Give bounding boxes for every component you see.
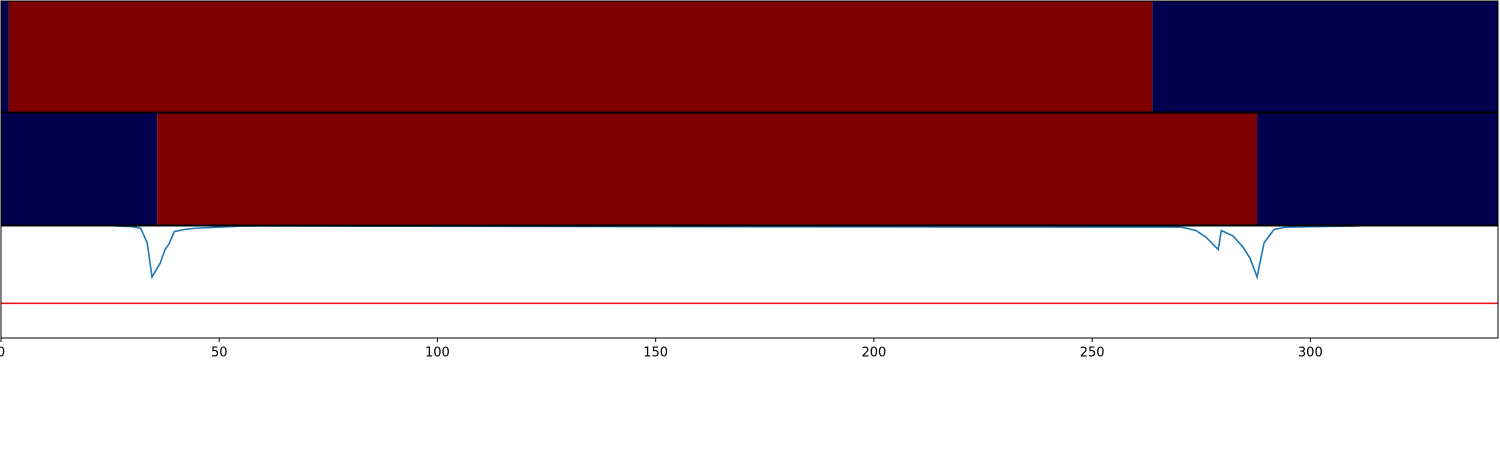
x-tick-label: 0: [0, 346, 5, 361]
panel-frame: [0, 112, 1499, 226]
x-tick-label: 300: [1298, 346, 1323, 361]
x-tick-label: 250: [1080, 346, 1105, 361]
band-segment: [1257, 113, 1498, 225]
line-panel: [1, 226, 1498, 305]
band-segment: [8, 1, 1153, 112]
band-segment: [1152, 1, 1498, 112]
panel-frame: [0, 0, 1499, 113]
x-tick-label: 100: [425, 346, 450, 361]
x-tick-label: 200: [861, 346, 886, 361]
x-tick-label: 150: [643, 346, 668, 361]
panel-frame: [0, 225, 1499, 339]
x-tick-label: 50: [211, 346, 228, 361]
band-segment: [1, 113, 158, 225]
band-segment: [157, 113, 1258, 225]
line: [114, 226, 1360, 280]
band-segment: [1, 1, 9, 112]
